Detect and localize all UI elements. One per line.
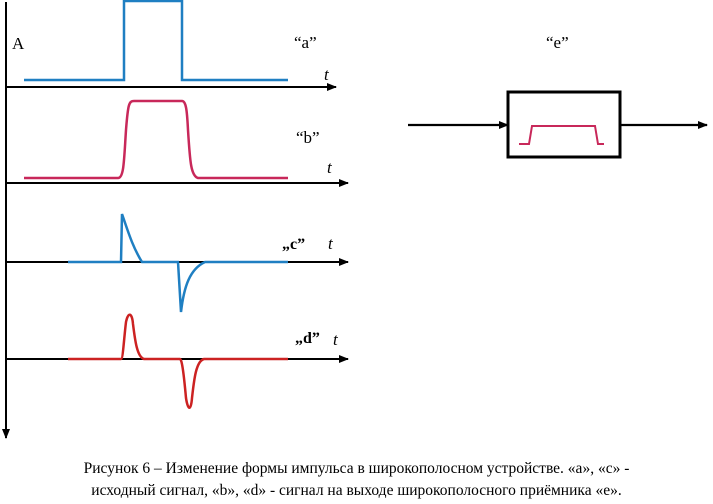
figure-caption: Рисунок 6 – Изменение формы импульса в ш… bbox=[0, 458, 713, 502]
waveform-c bbox=[68, 213, 288, 313]
waveform-d bbox=[68, 313, 288, 409]
time-label-d: t bbox=[333, 330, 339, 349]
receiver-block bbox=[506, 90, 622, 159]
label-a: “a” bbox=[294, 33, 317, 52]
caption-line-2: исходный сигнал, «b», «d» - сигнал на вы… bbox=[91, 482, 622, 499]
caption-line-1: Рисунок 6 – Изменение формы импульса в ш… bbox=[83, 460, 630, 477]
time-label-c: t bbox=[328, 234, 334, 253]
receiver-pulse-icon bbox=[519, 125, 604, 145]
label-c: „c” bbox=[282, 236, 305, 253]
label-b: “b” bbox=[296, 128, 320, 147]
waveform-b bbox=[24, 99, 288, 180]
waveform-a bbox=[24, 0, 288, 82]
label-e: “e” bbox=[546, 33, 569, 52]
time-label-b: t bbox=[327, 158, 333, 177]
amplitude-axis-label: A bbox=[12, 34, 25, 53]
time-label-a: t bbox=[324, 65, 330, 84]
label-d: „d” bbox=[295, 330, 320, 347]
